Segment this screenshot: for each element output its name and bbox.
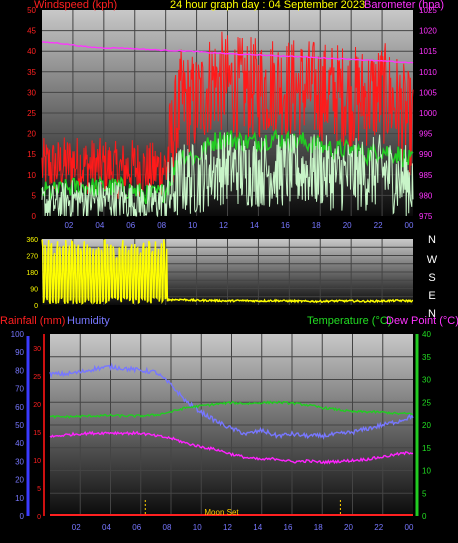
windspeed-axis-title: Windspeed (kph) [34,0,118,11]
barometer-tick-label: 1015 [419,47,437,56]
barometer-tick-label: 1010 [419,68,437,77]
humidity-tick-label: 0 [20,512,25,521]
temperature-tick-label: 20 [422,421,431,430]
barometer-tick-label: 1020 [419,27,437,36]
time-tick-label: 22 [374,221,383,230]
time-tick-label: 10 [188,221,197,230]
barometer-axis-title: Barometer (hpa) [364,0,445,11]
moon-set-label: Moon Set [204,508,239,517]
barometer-tick-label: 990 [419,150,433,159]
temperature-tick-label: 15 [422,444,431,453]
time-tick-label: 00 [405,523,414,532]
humidity-tick-label: 100 [11,330,25,339]
wind-tick-label: 10 [27,171,36,180]
barometer-tick-label: 1000 [419,109,437,118]
temperature-tick-label: 0 [422,512,427,521]
temperature-tick-label: 10 [422,467,431,476]
time-tick-label: 00 [405,221,414,230]
rainfall-tick-label: 15 [33,430,41,437]
humidity-tick-label: 70 [15,385,24,394]
time-tick-label: 04 [102,523,111,532]
direction-tick-label: 360 [26,237,38,244]
time-tick-label: 12 [219,221,228,230]
rainfall-tick-label: 0 [37,514,41,521]
time-tick-label: 14 [253,523,262,532]
wind-tick-label: 50 [27,6,36,15]
humidity-tick-label: 40 [15,439,24,448]
dewpoint-axis-title: Dew Point (°C) [386,315,458,327]
compass-letter: E [428,290,435,302]
rainfall-tick-label: 5 [37,486,41,493]
humidity-tick-label: 30 [15,457,24,466]
time-tick-label: 18 [314,523,323,532]
direction-tick-label: 90 [30,287,38,294]
chart-title: 24 hour graph day : 04 September 2023 [170,0,366,11]
temperature-tick-label: 35 [422,353,431,362]
time-tick-label: 12 [223,523,232,532]
wind-tick-label: 35 [27,68,36,77]
wind-tick-label: 40 [27,47,36,56]
windspeed-series-line [41,31,414,199]
wind-tick-label: 0 [32,212,37,221]
barometer-tick-label: 980 [419,191,433,200]
temperature-tick-label: 25 [422,398,431,407]
wind-tick-label: 20 [27,130,36,139]
temperature-series-line [49,400,414,419]
dewpoint-series-line [49,430,414,465]
barometer-tick-label: 995 [419,130,433,139]
barometer-series-line [41,41,414,64]
humidity-axis-title: Humidity [67,315,110,327]
humidity-tick-label: 60 [15,403,24,412]
time-tick-label: 18 [312,221,321,230]
compass-letter: S [428,272,435,284]
time-tick-label: 10 [193,523,202,532]
compass-letter: N [428,308,436,320]
temperature-tick-label: 5 [422,489,427,498]
time-tick-label: 02 [64,221,73,230]
temperature-tick-label: 30 [422,376,431,385]
wind-series-line [41,132,414,218]
wind-tick-label: 25 [27,109,36,118]
temperature-axis-title: Temperature (°C) [307,315,392,327]
rainfall-tick-label: 30 [33,346,41,353]
rainfall-tick-label: 25 [33,374,41,381]
time-tick-label: 04 [95,221,104,230]
direction-tick-label: 270 [26,254,38,261]
time-tick-label: 08 [157,221,166,230]
humidity-series-line [49,362,414,440]
barometer-tick-label: 1025 [419,6,437,15]
wind-tick-label: 30 [27,88,36,97]
rainfall-tick-label: 10 [33,458,41,465]
humidity-tick-label: 50 [15,421,24,430]
time-tick-label: 22 [374,523,383,532]
rainfall-axis-title: Rainfall (mm) [0,315,66,327]
direction-tick-label: 180 [26,270,38,277]
time-tick-label: 20 [344,523,353,532]
time-tick-label: 20 [343,221,352,230]
humidity-tick-label: 80 [15,366,24,375]
humidity-tick-label: 10 [15,494,24,503]
barometer-tick-label: 1005 [419,88,437,97]
temperature-tick-label: 40 [422,330,431,339]
time-tick-label: 06 [126,221,135,230]
barometer-tick-label: 975 [419,212,433,221]
wind-tick-label: 45 [27,27,36,36]
wind-direction-series-line [41,239,414,306]
time-tick-label: 06 [132,523,141,532]
time-tick-label: 08 [163,523,172,532]
time-tick-label: 02 [72,523,81,532]
humidity-tick-label: 20 [15,476,24,485]
time-tick-label: 16 [281,221,290,230]
wind-tick-label: 5 [32,191,37,200]
compass-letter: N [428,234,436,246]
time-tick-label: 16 [284,523,293,532]
rainfall-tick-label: 20 [33,402,41,409]
humidity-tick-label: 90 [15,348,24,357]
time-tick-label: 14 [250,221,259,230]
wind-tick-label: 15 [27,150,36,159]
direction-tick-label: 0 [34,303,38,310]
barometer-tick-label: 985 [419,171,433,180]
compass-letter: W [427,254,438,266]
